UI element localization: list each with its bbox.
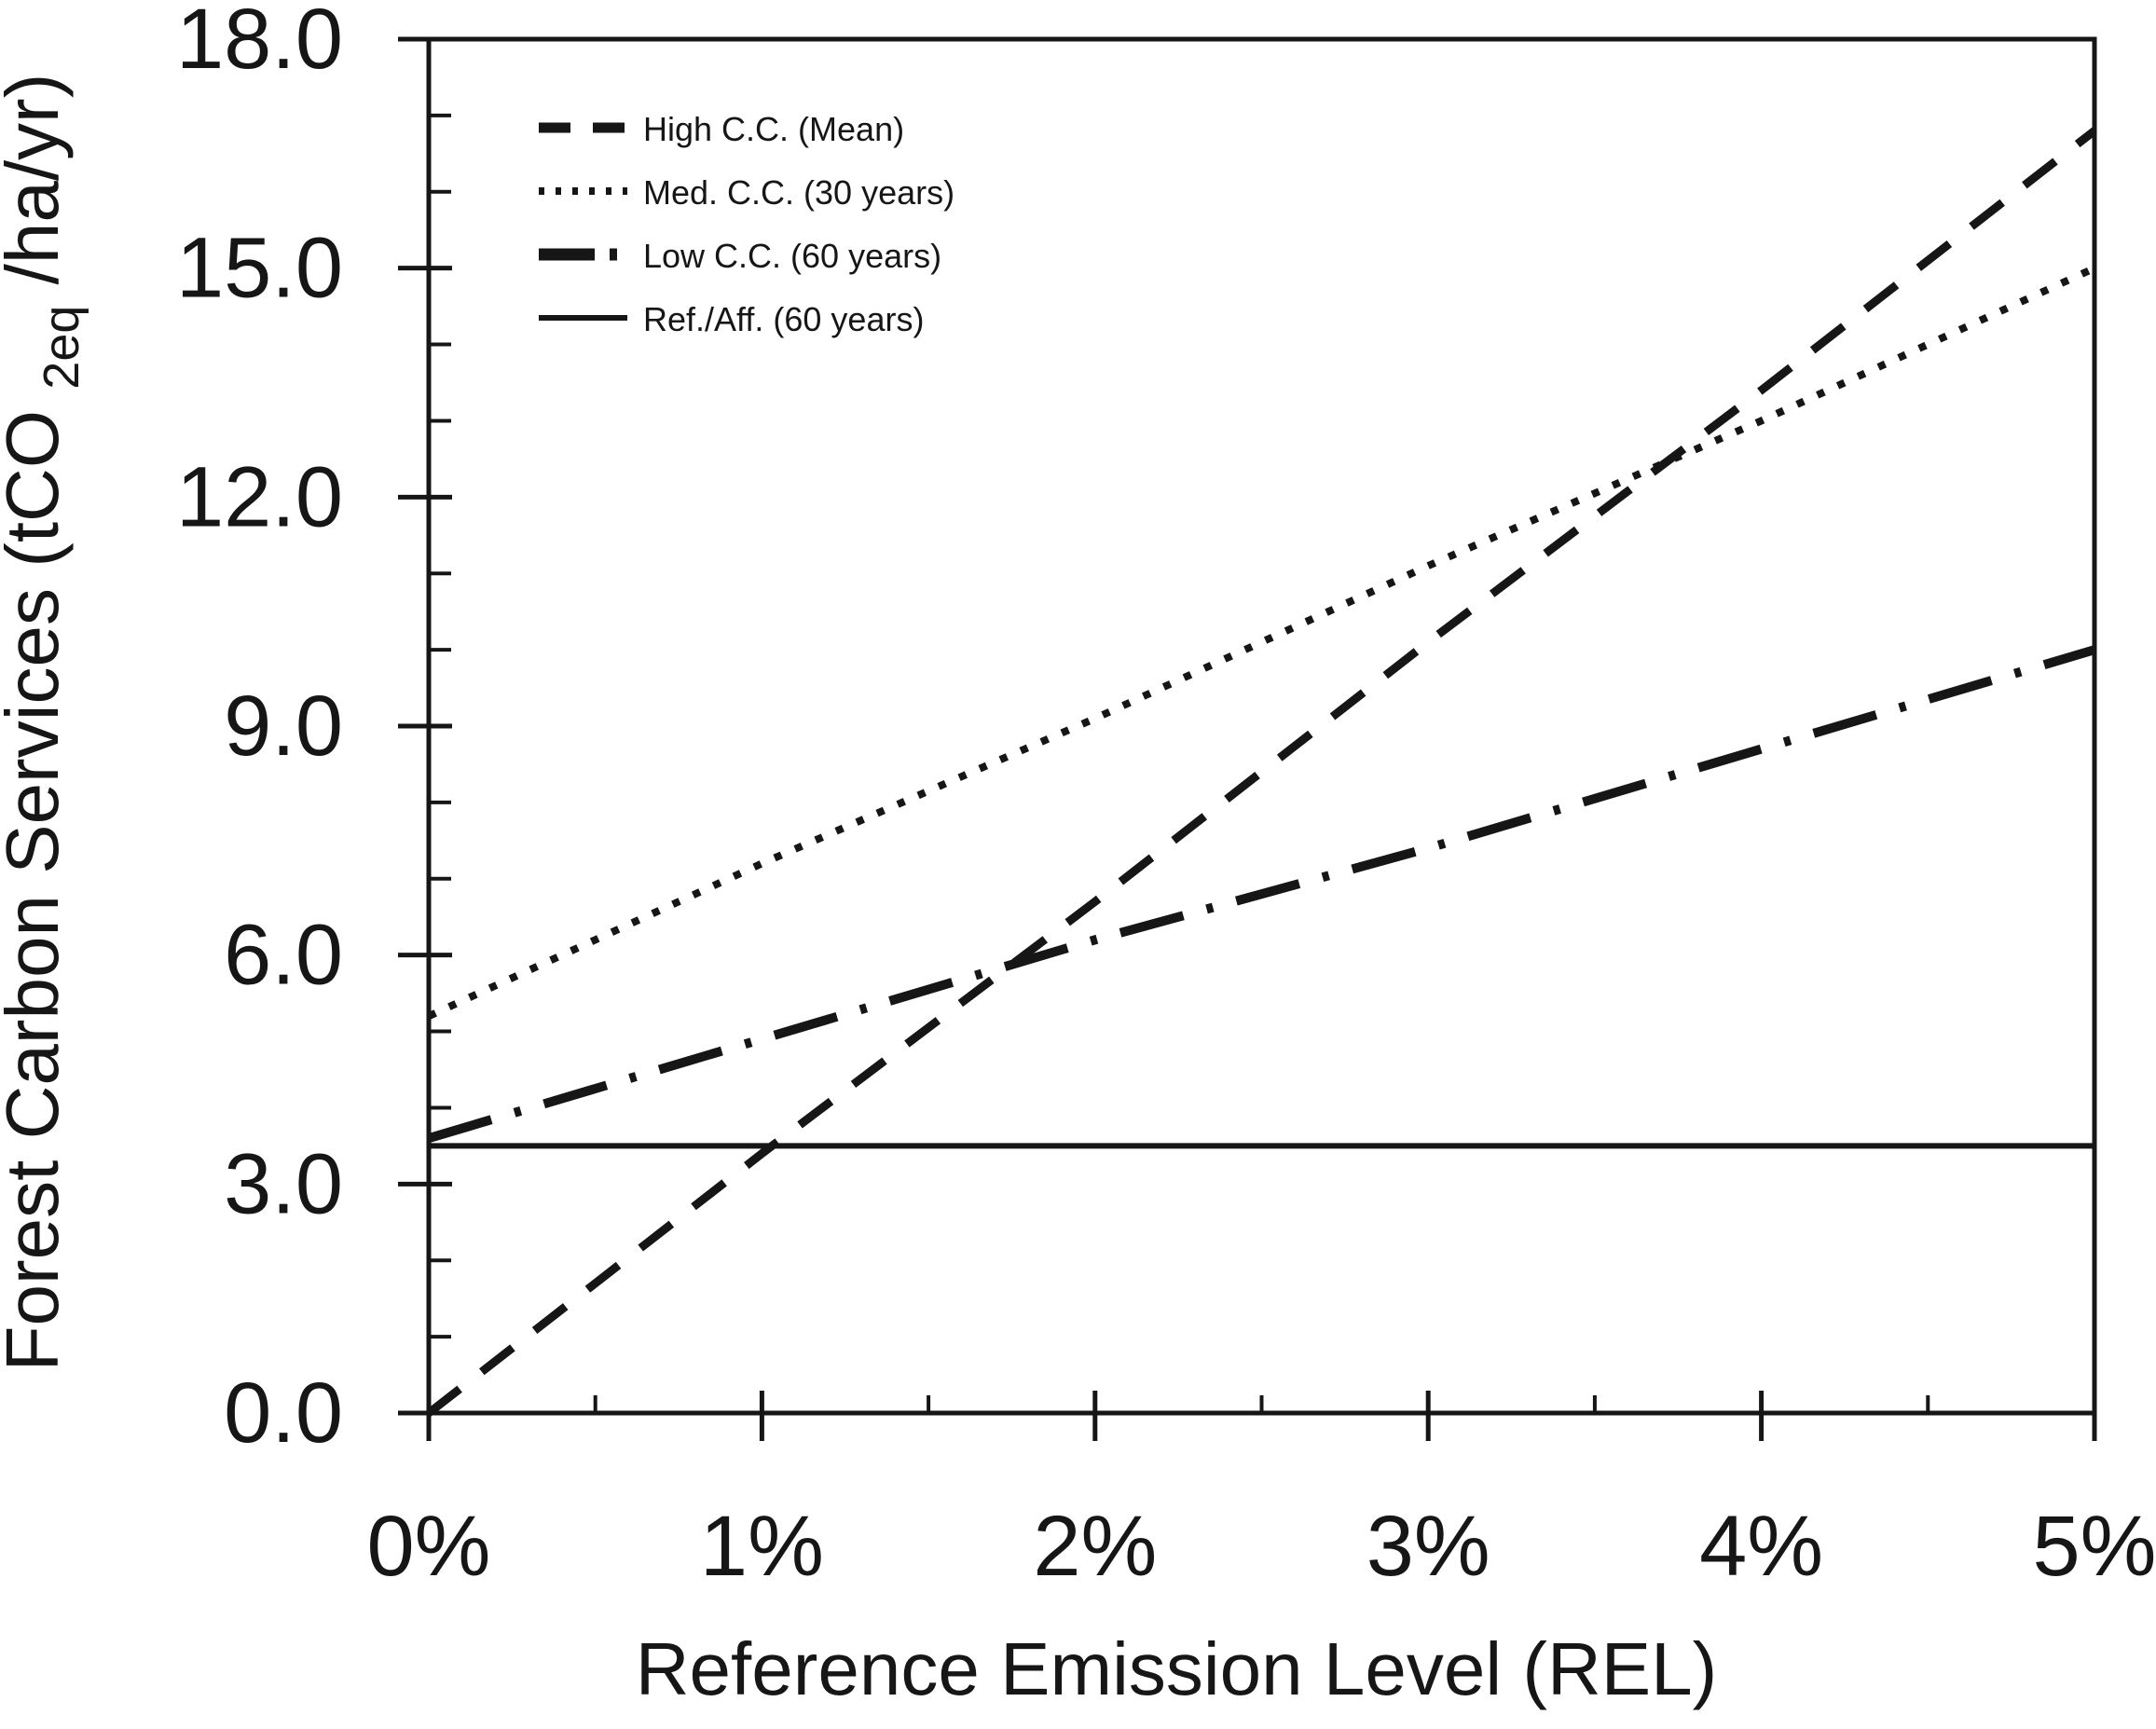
y-axis-title-suffix: /ha/yr) — [0, 74, 74, 285]
y-axis-title: Forest Carbon Services (tCO 2eq /ha/yr) — [0, 74, 94, 1372]
series-lines — [426, 127, 2097, 1417]
y-axis-title-prefix: Forest Carbon Services (tCO — [0, 410, 74, 1371]
legend: High C.C. (Mean) Med. C.C. (30 years) Low … — [539, 110, 954, 338]
y-tick-label: 3.0 — [224, 1136, 343, 1231]
legend-entry: Med. C.C. (30 years) — [539, 173, 954, 212]
x-tick-label: 0% — [367, 1499, 491, 1594]
y-tick-label: 12.0 — [176, 449, 343, 544]
y-tick-label: 9.0 — [224, 679, 343, 774]
y-axis-ticks: 0.0 3.0 6.0 9.0 12.0 15.0 18.0 — [176, 0, 452, 1461]
series-line-dashdot — [427, 645, 2096, 1143]
legend-entry: High C.C. (Mean) — [539, 110, 904, 148]
series-line-dashed — [426, 127, 2097, 1417]
x-tick-label: 2% — [1033, 1499, 1157, 1594]
x-axis-ticks: 0% 1% 2% 3% 4% 5% — [367, 1391, 2156, 1594]
legend-label: High C.C. (Mean) — [643, 110, 904, 148]
x-tick-label: 5% — [2033, 1499, 2156, 1594]
y-tick-label: 18.0 — [176, 0, 343, 87]
y-tick-label: 15.0 — [176, 221, 343, 316]
legend-entry: Low C.C. (60 years) — [539, 237, 941, 275]
series-line-dotted — [427, 265, 2096, 1020]
x-tick-label: 3% — [1366, 1499, 1490, 1594]
x-tick-label: 1% — [700, 1499, 824, 1594]
y-axis-title-subscript: 2eq — [34, 306, 89, 390]
x-tick-label: 4% — [1699, 1499, 1823, 1594]
legend-label: Ref./Aff. (60 years) — [643, 300, 924, 338]
legend-entry: Ref./Aff. (60 years) — [539, 300, 924, 338]
legend-label: Med. C.C. (30 years) — [643, 173, 954, 212]
y-tick-label: 0.0 — [224, 1365, 343, 1461]
legend-label: Low C.C. (60 years) — [643, 237, 941, 275]
x-axis-title: Reference Emission Level (REL) — [636, 1627, 1717, 1710]
y-tick-label: 6.0 — [224, 908, 343, 1003]
